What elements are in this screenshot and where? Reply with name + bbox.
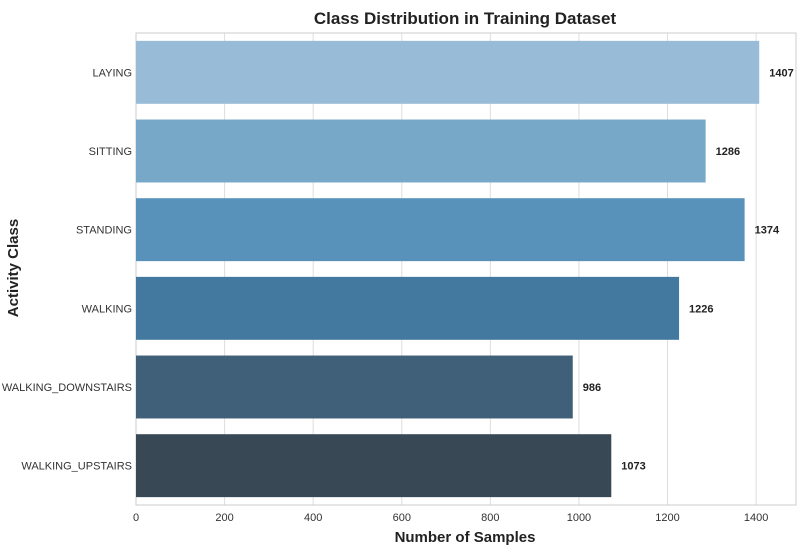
- bar-walking-downstairs: [136, 355, 573, 419]
- x-tick-label: 200: [215, 512, 233, 524]
- x-tick-labels: 0 200 400 600 800 1000 1200 1400: [133, 512, 768, 524]
- bar-standing: [136, 198, 745, 262]
- y-axis-label: Activity Class: [5, 219, 22, 317]
- y-tick-label: WALKING: [82, 303, 132, 315]
- bar-value-label: 1407: [769, 67, 793, 79]
- x-tick-label: 1000: [567, 512, 591, 524]
- bars: [136, 40, 760, 498]
- bar-value-label: 1073: [621, 461, 645, 473]
- x-tick-label: 0: [133, 512, 139, 524]
- bar-laying: [136, 40, 760, 104]
- y-tick-label: WALKING_UPSTAIRS: [21, 461, 132, 473]
- data-labels: 1407 1286 1374 1226 986 1073: [583, 67, 794, 472]
- x-tick-label: 1200: [655, 512, 679, 524]
- x-tick-label: 800: [481, 512, 499, 524]
- x-axis-label: Number of Samples: [395, 529, 536, 546]
- grid-lines: [135, 33, 757, 505]
- bar-walking: [136, 276, 680, 340]
- x-tick-label: 400: [304, 512, 322, 524]
- bar-sitting: [136, 119, 706, 183]
- y-tick-labels: LAYING SITTING STANDING WALKING WALKING_DOWN…: [2, 67, 132, 472]
- bar-value-label: 1374: [755, 225, 780, 237]
- y-tick-label: SITTING: [89, 146, 132, 158]
- bar-walking-upstairs: [136, 434, 612, 498]
- plot-frame: [135, 32, 797, 506]
- y-tick-label: LAYING: [92, 67, 132, 79]
- bar-value-label: 986: [583, 382, 601, 394]
- x-tick-label: 1400: [744, 512, 768, 524]
- y-tick-label: WALKING_DOWNSTAIRS: [2, 382, 132, 394]
- y-tick-label: STANDING: [76, 225, 132, 237]
- x-tick-label: 600: [393, 512, 411, 524]
- bar-value-label: 1286: [716, 146, 740, 158]
- bar-value-label: 1226: [689, 303, 713, 315]
- chart-title: Class Distribution in Training Dataset: [314, 9, 617, 28]
